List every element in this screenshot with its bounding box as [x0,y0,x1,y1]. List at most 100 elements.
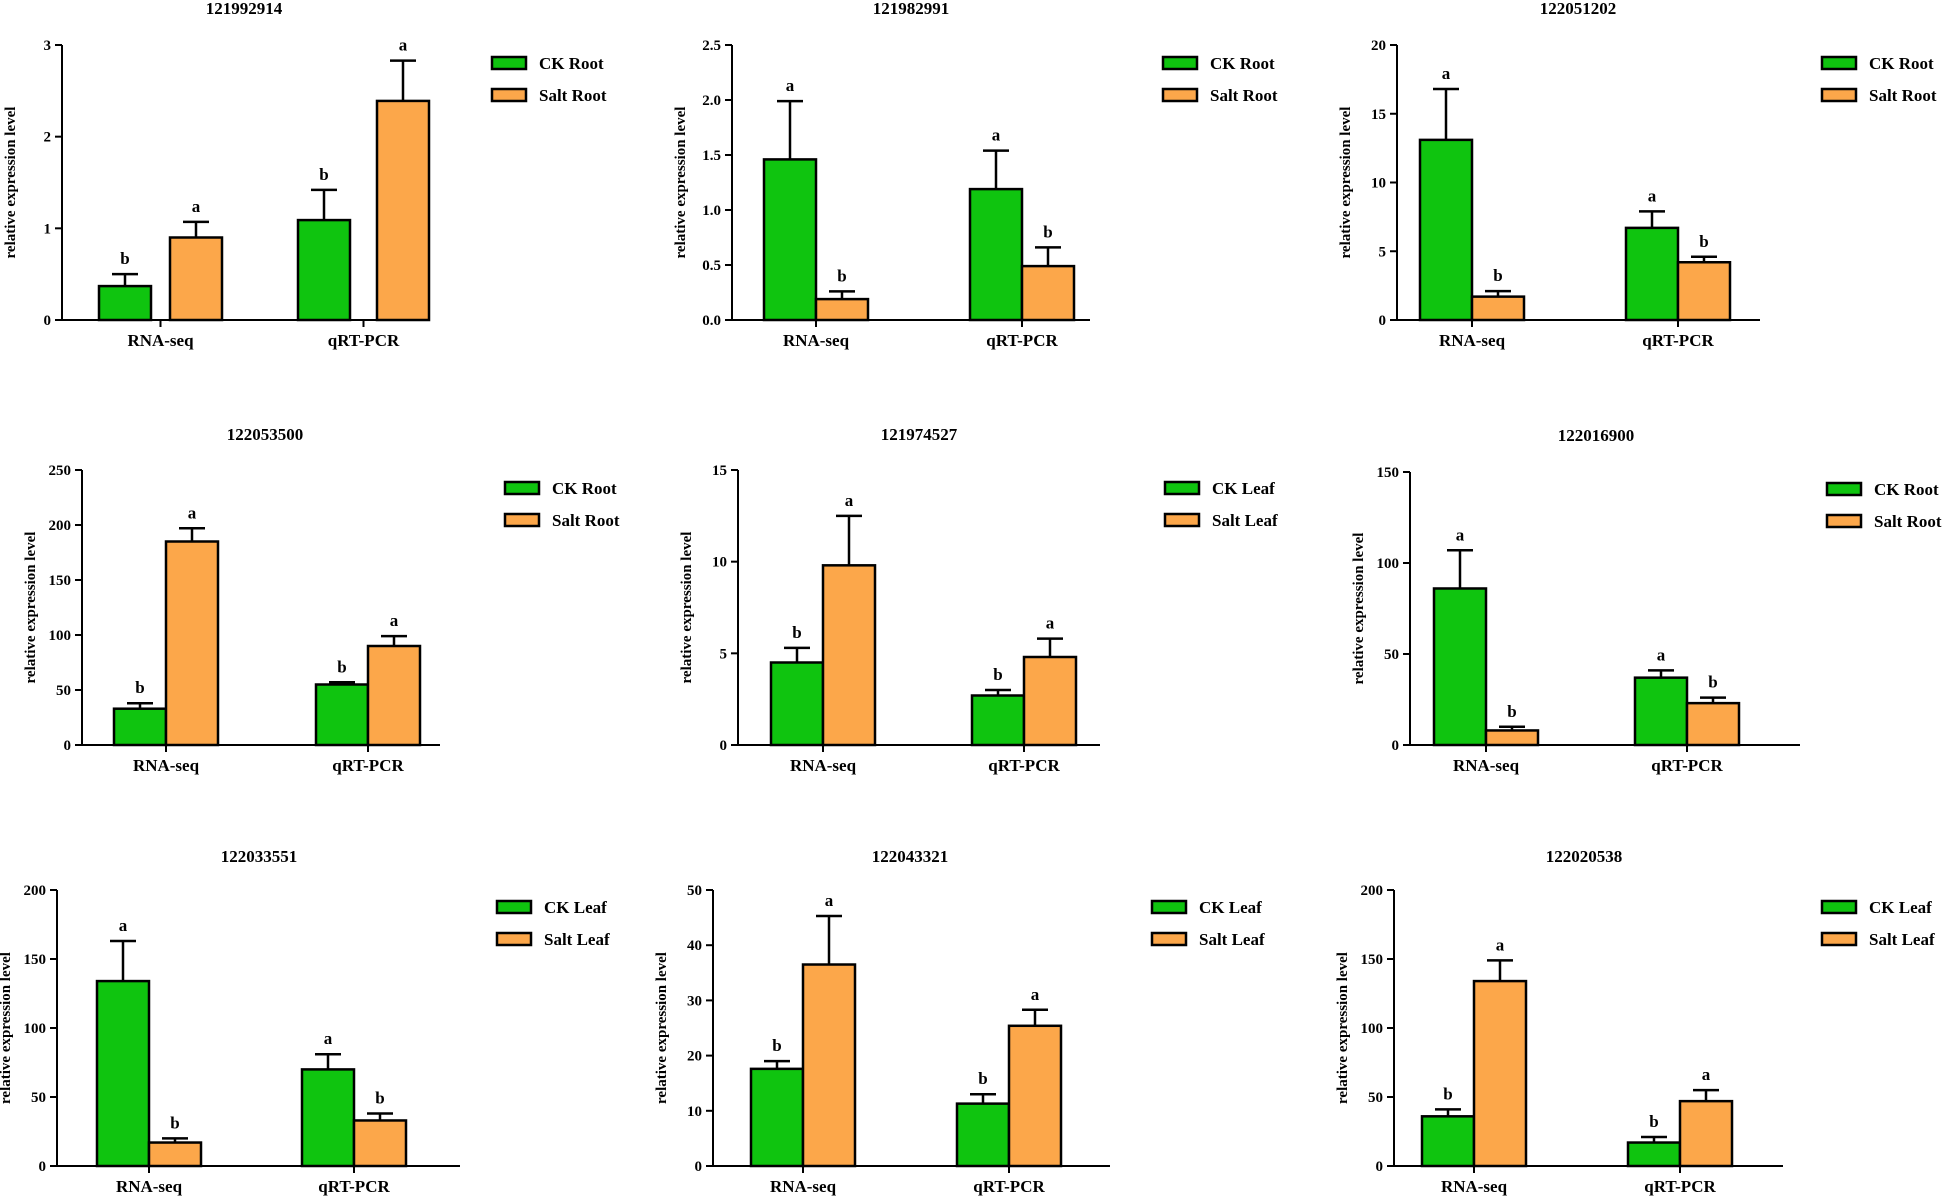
y-tick-label: 5 [1379,244,1387,260]
bar-ck-rna-seq [1420,1115,1476,1168]
bar-salt-rna-seq [1484,729,1540,747]
legend-swatch-ck [1161,55,1199,71]
y-tick-label: 10 [687,1104,702,1120]
y-tick-label: 250 [49,463,72,479]
significance-letter: b [1043,222,1052,241]
significance-letter: b [978,1069,987,1088]
y-tick-label: 0 [44,313,52,329]
legend-label-salt: Salt Leaf [544,930,610,949]
chart-title: 122053500 [227,425,304,444]
y-tick-label: 0 [1379,313,1387,329]
bar-salt-qrt-pcr [1020,264,1076,322]
legend-swatch-salt [490,87,528,103]
y-axis-label: relative expression level [1338,107,1354,259]
significance-letter: b [993,665,1002,684]
significance-letter: b [1699,232,1708,251]
y-tick-label: 2 [44,130,52,146]
chart-panel-7: 122033551 0 50 100 150 200 relative expression… [0,847,610,1196]
chart-panel-3: 122051202 0 5 10 15 20 relative expression lev… [1338,0,1937,350]
bar-salt-rna-seq [147,1141,203,1168]
x-category-label: qRT-PCR [1651,756,1723,775]
significance-letter: a [1456,525,1465,544]
y-tick-label: 3 [44,38,52,54]
bar-ck-rna-seq [749,1067,805,1168]
legend-label-ck: CK Leaf [1212,479,1275,498]
y-tick-label: 200 [49,518,72,534]
y-tick-label: 100 [24,1021,47,1037]
legend-swatch-salt [1820,87,1858,103]
bar-ck-rna-seq [1432,587,1488,747]
chart-title: 122051202 [1540,0,1617,18]
y-tick-label: 150 [1377,465,1400,481]
chart-panel-9: 122020538 0 50 100 150 200 relative expression… [1335,847,1935,1196]
y-tick-label: 0.5 [702,258,721,274]
y-tick-label: 0 [695,1159,703,1175]
legend-label-ck: CK Root [552,479,617,498]
bar-salt-rna-seq [164,540,220,747]
x-category-label: RNA-seq [783,331,850,350]
significance-letter: b [1493,266,1502,285]
x-category-label: qRT-PCR [1644,1177,1716,1196]
legend-label-ck: CK Leaf [1199,898,1262,917]
significance-letter: b [375,1089,384,1108]
bar-ck-qrt-pcr [1624,226,1680,322]
bar-ck-qrt-pcr [970,694,1026,747]
bar-salt-qrt-pcr [1676,261,1732,322]
bar-salt-rna-seq [814,297,870,322]
y-tick-label: 50 [1384,647,1399,663]
y-tick-label: 30 [687,993,702,1009]
significance-letter: a [188,503,197,522]
legend-swatch-ck [1820,899,1858,915]
legend-swatch-salt [503,512,541,528]
x-category-label: qRT-PCR [328,331,400,350]
x-category-label: qRT-PCR [973,1177,1045,1196]
y-tick-label: 50 [1368,1090,1383,1106]
bar-salt-qrt-pcr [1685,701,1741,747]
chart-title: 121982991 [873,0,950,18]
bar-salt-qrt-pcr [352,1119,408,1168]
y-tick-label: 50 [31,1090,46,1106]
bar-ck-qrt-pcr [300,1068,356,1168]
significance-letter: b [792,623,801,642]
bar-salt-qrt-pcr [375,99,431,322]
y-tick-label: 0 [1376,1159,1384,1175]
significance-letter: a [845,491,854,510]
chart-panel-5: 121974527 0 5 10 15 relative expression level… [679,425,1278,775]
significance-letter: a [119,916,128,935]
y-tick-label: 150 [49,573,72,589]
y-tick-label: 100 [1361,1021,1384,1037]
bar-ck-qrt-pcr [955,1102,1011,1168]
y-axis-label: relative expression level [23,532,39,684]
significance-letter: b [170,1113,179,1132]
chart-panel-2: 121982991 0.0 0.5 1.0 1.5 2.0 2.5 relative expr… [673,0,1278,350]
x-category-label: RNA-seq [127,331,194,350]
x-category-label: qRT-PCR [332,756,404,775]
significance-letter: b [1708,673,1717,692]
significance-letter: b [135,678,144,697]
significance-letter: a [825,891,834,910]
significance-letter: a [1442,64,1451,83]
chart-title: 122043321 [872,847,949,866]
legend-label-ck: CK Root [539,54,604,73]
legend-label-salt: Salt Root [552,511,620,530]
legend-label-ck: CK Root [1874,480,1939,499]
legend-swatch-ck [495,899,533,915]
bar-salt-rna-seq [168,236,224,322]
y-tick-label: 150 [1361,952,1384,968]
chart-title: 122033551 [221,847,298,866]
bar-salt-rna-seq [1470,295,1526,322]
legend-swatch-ck [1825,481,1863,497]
y-axis-label: relative expression level [673,107,689,259]
bar-salt-qrt-pcr [1678,1099,1734,1168]
legend-swatch-salt [1163,512,1201,528]
x-category-label: RNA-seq [770,1177,837,1196]
significance-letter: b [1507,702,1516,721]
legend-label-salt: Salt Leaf [1199,930,1265,949]
significance-letter: a [1496,935,1505,954]
significance-letter: a [390,611,399,630]
significance-letter: b [120,249,129,268]
significance-letter: a [192,197,201,216]
legend-label-salt: Salt Root [1210,86,1278,105]
